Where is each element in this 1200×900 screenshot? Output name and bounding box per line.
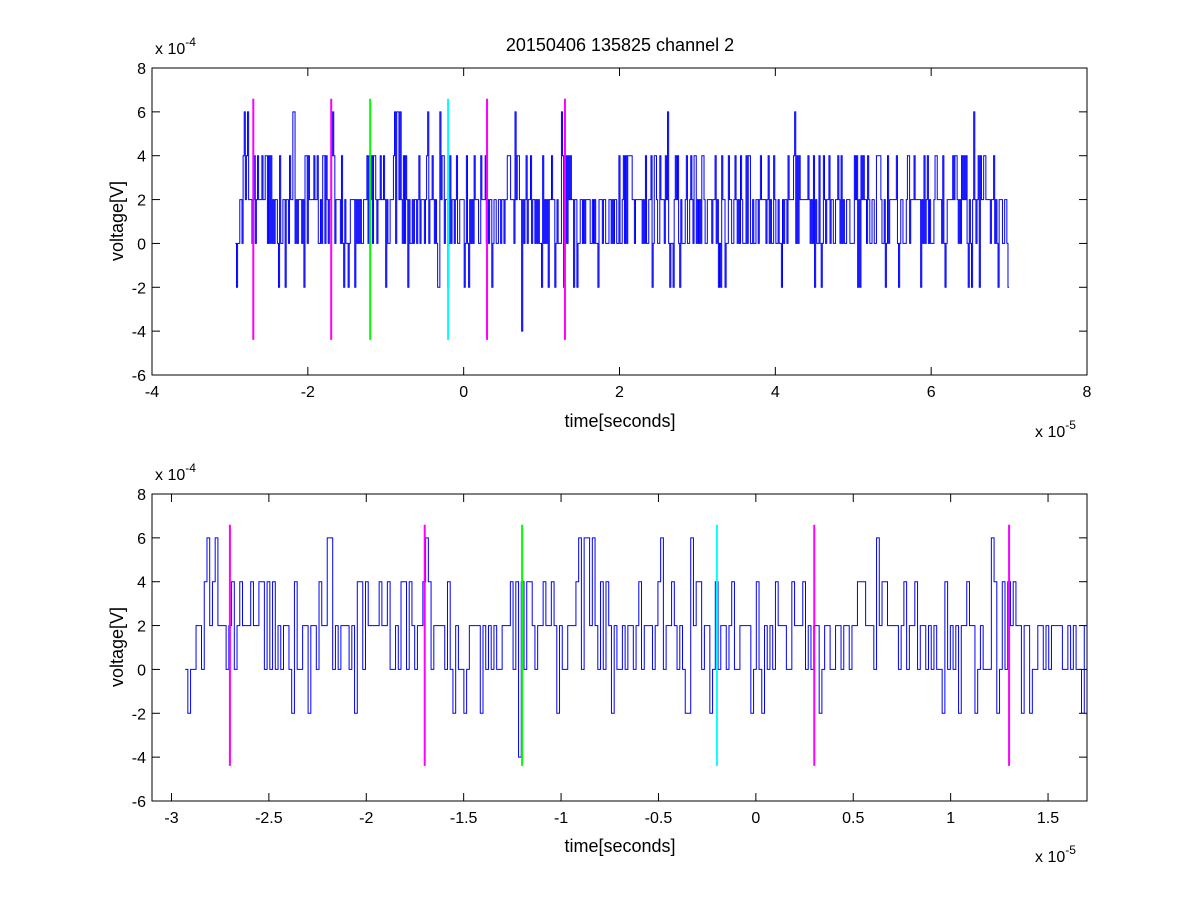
x-tick-label: 2: [615, 384, 624, 401]
x-tick-label: 1.5: [1037, 810, 1059, 827]
x-tick-label: -2.5: [255, 810, 283, 827]
y-tick-label: 6: [137, 105, 146, 122]
x-tick-label: 0: [751, 810, 760, 827]
x-tick-label: -1: [554, 810, 568, 827]
bottom-y-exponent-base: x 10: [155, 467, 185, 484]
x-tick-label: 1: [946, 810, 955, 827]
x-tick-label: 4: [771, 384, 780, 401]
y-tick-label: 8: [137, 487, 146, 504]
top-chart: 20150406 135825 channel 2 -4 -2 0 2 4 6 8-6-4-…: [107, 35, 1092, 441]
bottom-plot-frame: [151, 493, 1088, 802]
y-tick-label: 2: [137, 193, 146, 210]
y-tick-label: 0: [137, 236, 146, 253]
bottom-signal: [185, 537, 1087, 758]
y-tick-label: 6: [137, 531, 146, 548]
bottom-ylabel: voltage[V]: [107, 607, 127, 687]
top-x-exponent: x 10-5: [1035, 418, 1076, 441]
y-tick-label: 2: [137, 619, 146, 636]
x-tick-label: -4: [145, 384, 159, 401]
y-tick-label: -6: [132, 368, 146, 385]
y-tick-label: -4: [132, 750, 146, 767]
x-tick-label: 6: [927, 384, 936, 401]
y-tick-label: -2: [132, 706, 146, 723]
y-tick-label: -2: [132, 280, 146, 297]
top-x-exponent-base: x 10: [1035, 424, 1065, 441]
bottom-ticks: -3 -2.5 -2 -1.5 -1 -0.5 0 0.5 1 1.5 -6 -4 -2 0 2 4 6 8: [132, 487, 1087, 827]
x-tick-label: -3: [164, 810, 178, 827]
y-tick-label: -6: [132, 794, 146, 811]
x-tick-label: 0: [459, 384, 468, 401]
bottom-labels: time[seconds] voltage[V] x 10-5 x 10-4: [107, 461, 1076, 866]
x-tick-label: 0.5: [842, 810, 864, 827]
x-tick-label: 8: [1083, 384, 1092, 401]
y-tick-label: 4: [137, 149, 146, 166]
top-y-exponent-base: x 10: [155, 41, 185, 58]
top-x-exponent-power: -5: [1065, 418, 1076, 432]
top-xlabel: time[seconds]: [564, 411, 675, 431]
y-tick-label: 4: [137, 575, 146, 592]
top-ylabel: voltage[V]: [107, 181, 127, 261]
bottom-xlabel: time[seconds]: [564, 836, 675, 856]
x-tick-label: -0.5: [645, 810, 673, 827]
top-y-exponent: x 10-4: [155, 35, 196, 58]
bottom-markers: [228, 524, 1011, 766]
y-tick-label: 0: [137, 662, 146, 679]
bottom-x-exponent-base: x 10: [1035, 849, 1065, 866]
top-signal: [235, 111, 1010, 332]
x-tick-label: -2: [359, 810, 373, 827]
signal-line: [185, 537, 1087, 758]
y-tick-label: -4: [132, 324, 146, 341]
top-labels: time[seconds] voltage[V] x 10-5 x 10-4: [107, 35, 1076, 441]
top-y-exponent-power: -4: [185, 35, 196, 49]
y-tick-label: 8: [137, 61, 146, 78]
bottom-x-exponent-power: -5: [1065, 843, 1076, 857]
bottom-x-exponent: x 10-5: [1035, 843, 1076, 866]
signal-line: [235, 111, 1010, 332]
top-markers: [252, 98, 566, 340]
bottom-chart: -3 -2.5 -2 -1.5 -1 -0.5 0 0.5 1 1.5 -6 -4 -2 0 2 4 6 8 ti…: [107, 461, 1088, 866]
x-tick-label: -1.5: [450, 810, 478, 827]
x-tick-label: -2: [301, 384, 315, 401]
bottom-y-exponent: x 10-4: [155, 461, 196, 484]
bottom-y-exponent-power: -4: [185, 461, 196, 475]
chart-title: 20150406 135825 channel 2: [506, 35, 734, 55]
